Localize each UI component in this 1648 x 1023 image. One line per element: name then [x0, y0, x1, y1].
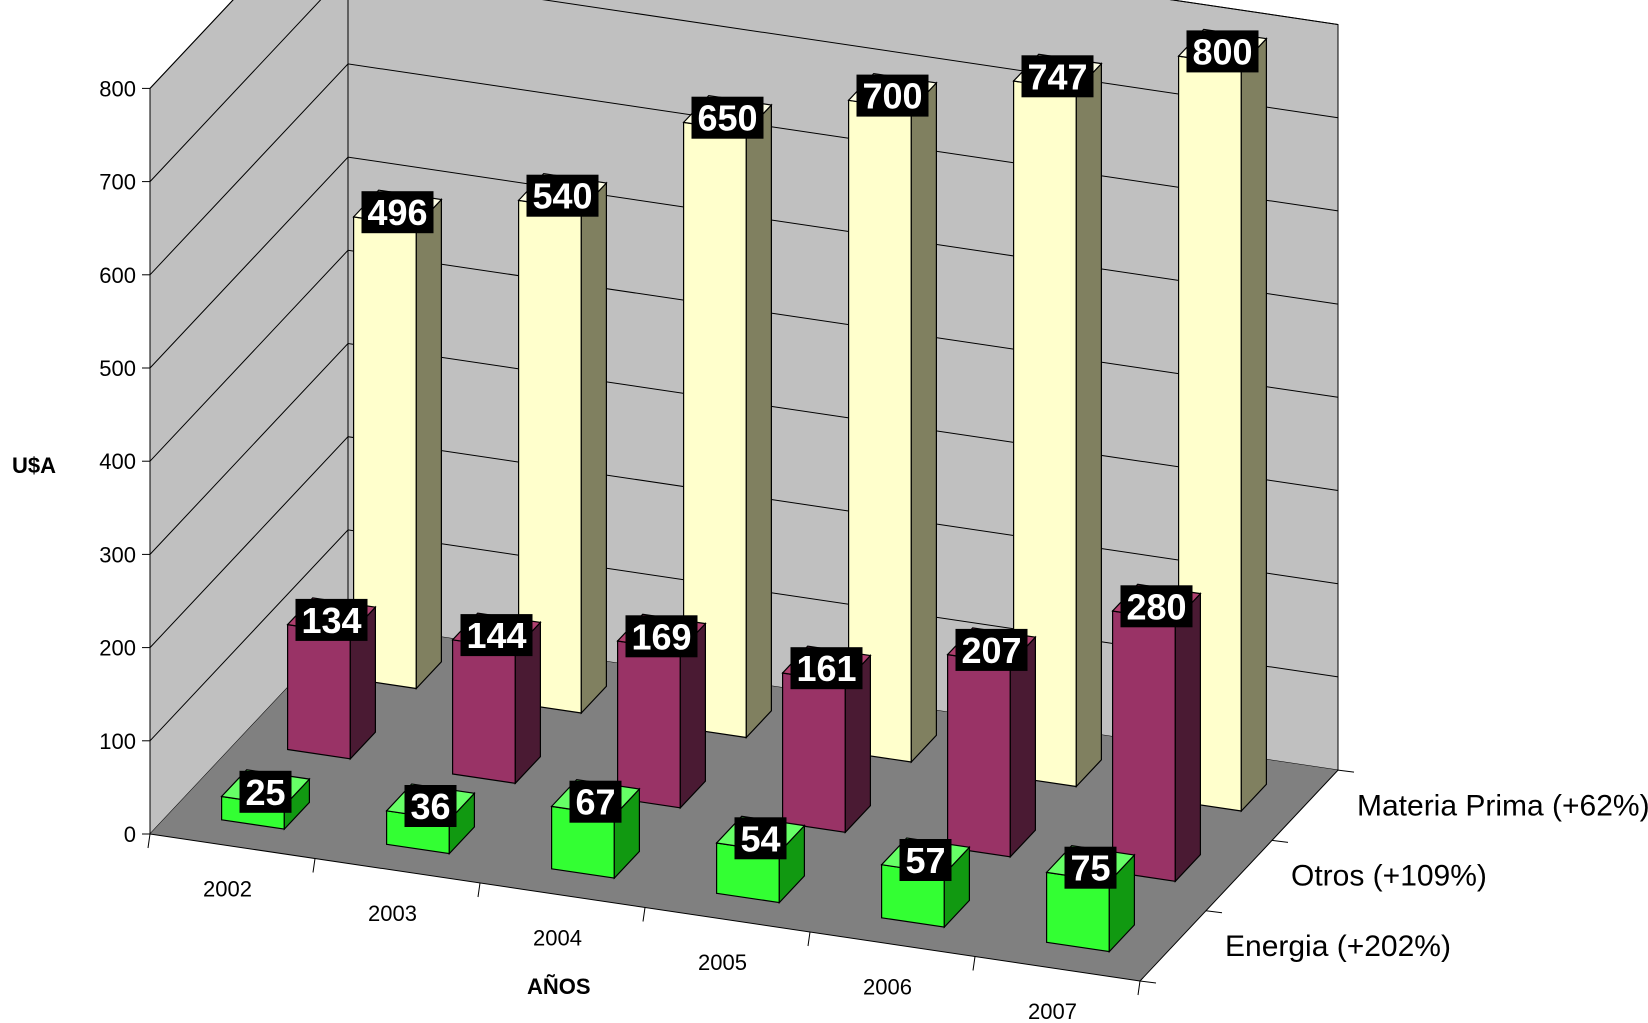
data-label-box [239, 770, 292, 813]
data-label: 747 [1027, 56, 1087, 97]
x-tick-label: 2007 [1028, 999, 1077, 1023]
bar [682, 95, 773, 740]
bar-front-face [452, 639, 516, 784]
data-label-box [734, 817, 787, 860]
gridline [149, 342, 1339, 555]
depth-tick [1205, 910, 1223, 914]
data-label-box [569, 780, 622, 823]
data-label-box [361, 191, 434, 234]
data-label: 161 [796, 648, 856, 689]
y-tick-label: 800 [99, 76, 136, 101]
gridline [149, 156, 1339, 369]
data-label-box [460, 614, 533, 657]
data-label-box [856, 74, 929, 117]
x-tick [147, 833, 151, 849]
gridline [149, 0, 1339, 182]
x-tick-label: 2002 [203, 876, 252, 901]
data-label: 67 [575, 782, 615, 823]
x-tick-label: 2004 [533, 925, 582, 950]
bar-side-face [580, 181, 608, 715]
x-tick [312, 858, 316, 873]
series-label: Energia (+202%) [1225, 930, 1451, 963]
bar-side-face [1240, 37, 1268, 813]
data-label-box [295, 598, 368, 641]
bar-side-face [1075, 62, 1103, 789]
gridline [149, 436, 1339, 648]
x-tick-label: 2005 [698, 950, 747, 975]
y-tick-label: 200 [99, 636, 136, 661]
data-label: 540 [532, 176, 592, 217]
depth-tick [1271, 839, 1289, 843]
series-label: Materia Prima (+62%) [1357, 789, 1648, 822]
data-label: 54 [740, 818, 780, 859]
data-label-box [1021, 55, 1094, 98]
bar-front-face [616, 640, 681, 809]
y-tick-label: 300 [99, 542, 136, 567]
y-axis-title: U$A [12, 453, 56, 478]
x-axis-title: AÑOS [527, 974, 591, 999]
data-label: 36 [410, 786, 450, 827]
x-tick [477, 882, 481, 898]
data-label: 134 [301, 600, 361, 641]
x-tick [1137, 980, 1141, 996]
depth-axis-line [1139, 769, 1339, 982]
data-label-box [1120, 585, 1193, 628]
bar-front-face [1111, 610, 1176, 882]
axes: 0 100 200 300 400 500 600 700 800 2002 2003 2004 200… [99, 76, 1648, 1023]
gridline [149, 0, 1339, 89]
data-label-box [790, 647, 863, 690]
gridline [149, 249, 1339, 462]
y-tick-label: 600 [99, 263, 136, 288]
depth-tick [1337, 769, 1355, 773]
series-label: Otros (+109%) [1291, 860, 1487, 893]
data-label: 496 [367, 192, 427, 233]
gridline [149, 63, 1339, 276]
data-label: 144 [466, 615, 526, 656]
data-label: 800 [1192, 31, 1252, 72]
data-label-box [691, 96, 764, 139]
bar-side-face [415, 197, 442, 691]
y-tick-label: 100 [99, 729, 136, 754]
x-tick-label: 2006 [863, 974, 912, 999]
x-tick-label: 2003 [368, 901, 417, 926]
data-label-box [1064, 846, 1117, 889]
y-tick-label: 0 [124, 822, 136, 847]
data-label: 57 [905, 840, 945, 881]
data-label-box [955, 628, 1028, 671]
data-label: 700 [862, 76, 922, 117]
data-label-box [526, 174, 599, 217]
data-label: 25 [245, 772, 285, 813]
data-label: 650 [697, 98, 757, 139]
bar [1111, 583, 1202, 883]
bar-front-face [781, 672, 846, 833]
y-tick-label: 500 [99, 356, 136, 381]
depth-tick [1139, 980, 1157, 984]
x-tick [972, 956, 976, 971]
y-tick-label: 400 [99, 449, 136, 474]
x-tick [642, 907, 646, 922]
bar-side-face [1174, 592, 1202, 883]
bar-side-face [910, 81, 938, 764]
data-label-box [1186, 30, 1259, 73]
data-label-box [625, 615, 698, 658]
data-label: 169 [631, 616, 691, 657]
data-label: 75 [1070, 848, 1110, 889]
gridline [149, 529, 1339, 742]
bar-front-face [287, 623, 351, 760]
y-tick-label: 700 [99, 170, 136, 195]
bar-front-face [946, 653, 1011, 858]
data-label-box [404, 785, 457, 827]
gridlines [149, 0, 1339, 742]
data-label: 207 [961, 630, 1021, 671]
labels: 25 36 67 54 57 75 134 144 169 161 207 280 496 540 650 7… [239, 30, 1259, 889]
x-tick [807, 931, 811, 947]
floor [150, 623, 1338, 981]
data-label-box [899, 839, 952, 881]
bar-side-face [745, 103, 773, 740]
data-label: 280 [1126, 586, 1186, 627]
